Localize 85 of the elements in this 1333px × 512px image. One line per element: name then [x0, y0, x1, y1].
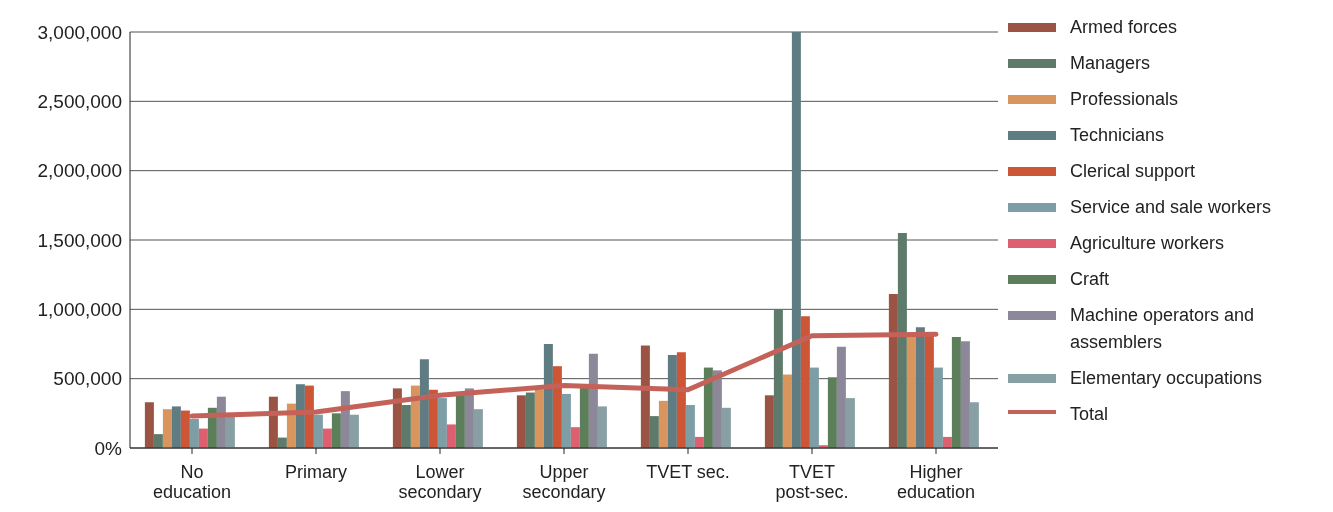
legend-label: Agriculture workers	[1070, 232, 1225, 255]
bar	[446, 424, 456, 448]
bar	[189, 418, 199, 448]
bar	[473, 409, 483, 448]
bar	[942, 436, 952, 448]
bar	[685, 405, 695, 448]
x-tick-label: Primary	[285, 462, 347, 482]
legend-label: Clerical support	[1070, 160, 1196, 183]
bar	[906, 337, 916, 448]
bar	[888, 294, 898, 448]
bar	[162, 409, 172, 448]
y-tick-label: 2,000,000	[37, 160, 122, 182]
bar	[933, 367, 943, 448]
bar	[225, 416, 235, 448]
bar	[331, 413, 341, 448]
legend-label: Total	[1070, 403, 1109, 426]
x-tick-label: TVET post-sec.	[775, 462, 849, 502]
bar	[144, 402, 154, 448]
bar	[437, 398, 447, 448]
bar	[676, 352, 686, 448]
bar	[561, 393, 571, 448]
bar	[667, 355, 677, 448]
bar	[897, 233, 907, 448]
bar	[392, 388, 402, 448]
bar	[827, 377, 837, 448]
bar	[703, 367, 713, 448]
bar	[915, 327, 925, 448]
x-tick-label: No education	[152, 462, 232, 502]
bar	[782, 374, 792, 448]
bar	[516, 395, 526, 448]
x-tick-label: Lower secondary	[398, 462, 482, 502]
bar	[649, 416, 659, 448]
legend-label: Managers	[1070, 52, 1151, 75]
bar	[640, 345, 650, 448]
bar	[791, 32, 801, 448]
y-tick-label: 1,500,000	[37, 229, 122, 251]
bar	[836, 346, 846, 448]
bar	[419, 359, 429, 448]
bar	[800, 316, 810, 448]
legend-label: Technicians	[1070, 124, 1165, 147]
bar	[543, 344, 553, 448]
y-tick-label: 2,500,000	[37, 91, 122, 113]
bar	[721, 407, 731, 448]
bar	[401, 405, 411, 448]
bar	[658, 400, 668, 448]
bar	[845, 398, 855, 448]
legend-label: Armed forces	[1070, 16, 1178, 39]
bar	[322, 428, 332, 448]
bar	[464, 388, 474, 448]
bar	[455, 395, 465, 448]
bar	[809, 367, 819, 448]
bar	[969, 402, 979, 448]
bar	[410, 385, 420, 448]
bar	[525, 392, 535, 448]
legend-label: Service and sale workers	[1070, 196, 1272, 219]
bar	[764, 395, 774, 448]
x-tick-label: Higher education	[896, 462, 976, 502]
bar	[694, 436, 704, 448]
bar	[951, 337, 961, 448]
bar	[349, 414, 359, 448]
y-tick-label: 1,000,000	[37, 299, 122, 321]
legend-label: Craft	[1070, 268, 1110, 291]
legend-label: Professionals	[1070, 88, 1179, 111]
x-tick-label: Upper secondary	[522, 462, 606, 502]
bar	[304, 385, 314, 448]
legend-label: Elementary occupations	[1070, 367, 1263, 390]
y-tick-label: 500,000	[53, 368, 122, 390]
bar	[712, 370, 722, 448]
bar	[295, 384, 305, 448]
bar	[588, 353, 598, 448]
x-tick-label: TVET sec.	[646, 462, 730, 482]
bar	[597, 406, 607, 448]
bar	[180, 410, 190, 448]
y-tick-label: 3,000,000	[37, 21, 122, 43]
bar	[198, 428, 208, 448]
bar	[534, 389, 544, 448]
bar	[570, 427, 580, 448]
y-tick-label: 0%	[94, 437, 123, 459]
legend-label: Machine operators and assemblers	[1070, 304, 1256, 354]
bar	[960, 341, 970, 448]
bar	[552, 366, 562, 448]
bar	[313, 414, 323, 448]
bar	[773, 309, 783, 448]
bar	[171, 406, 181, 448]
bar	[153, 434, 163, 448]
